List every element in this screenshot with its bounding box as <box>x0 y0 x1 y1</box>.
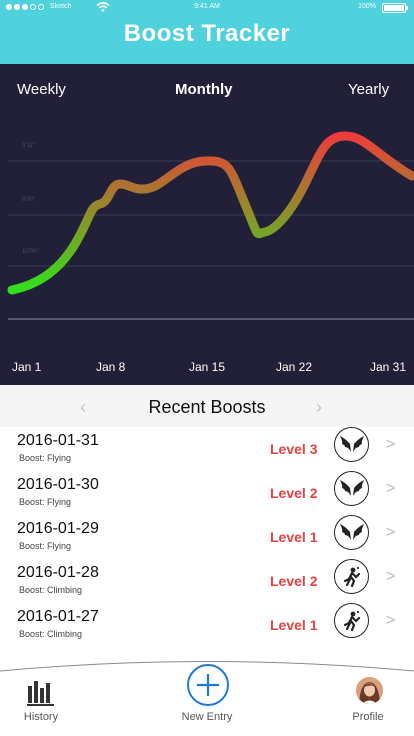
tab-bar: History New Entry Profile <box>0 660 414 736</box>
entry-date: 2016-01-30 <box>17 476 99 493</box>
list-item[interactable]: 2016-01-30 Boost: Flying Level 2 > <box>0 471 414 515</box>
entry-date: 2016-01-29 <box>17 520 99 537</box>
wings-icon <box>334 471 369 506</box>
battery-icon <box>382 3 408 13</box>
chevron-right-icon[interactable]: > <box>386 436 396 453</box>
status-bar: Sketch 9:41 AM 100% <box>0 0 414 16</box>
x-tick-label: Jan 31 <box>370 360 406 374</box>
app-title: Boost Tracker <box>123 20 291 47</box>
app-header: Sketch 9:41 AM 100% Boost Tracker <box>0 0 414 64</box>
tab-profile-label: Profile <box>352 711 384 723</box>
wifi-icon <box>96 2 110 12</box>
entry-boost-type: Boost: Flying <box>19 541 72 551</box>
entry-date: 2016-01-31 <box>17 432 99 449</box>
list-item[interactable]: 2016-01-27 Boost: Climbing Level 1 > <box>0 603 414 647</box>
entry-date: 2016-01-27 <box>17 608 99 625</box>
battery-percent: 100% <box>358 3 376 10</box>
entry-level: Level 2 <box>270 573 318 589</box>
x-tick-label: Jan 15 <box>189 360 225 374</box>
chart-plot: 5'11" 6'00" 10'00" Jan 1 Jan 8 Jan 15 Ja… <box>7 131 414 374</box>
list-item[interactable]: 2016-01-29 Boost: Flying Level 1 > <box>0 515 414 559</box>
climber-icon <box>334 559 369 594</box>
axis-text: 10'00" <box>22 249 39 255</box>
tab-history-label: History <box>23 711 59 723</box>
chevron-right-icon[interactable]: > <box>386 524 396 541</box>
recent-boosts-header: ‹ Recent Boosts › <box>0 385 414 427</box>
bar-chart-icon <box>27 681 54 706</box>
wings-icon <box>334 427 369 462</box>
list-item[interactable]: 2016-01-28 Boost: Climbing Level 2 > <box>0 559 414 603</box>
carrier-name: Sketch <box>50 3 72 10</box>
chevron-right-icon[interactable]: > <box>386 612 396 629</box>
next-arrow-icon[interactable]: › <box>316 397 322 417</box>
chart-series-line <box>7 131 414 295</box>
previous-arrow-icon[interactable]: ‹ <box>80 397 86 417</box>
avatar <box>356 677 383 704</box>
x-tick-label: Jan 8 <box>96 360 126 374</box>
climber-icon <box>334 603 369 638</box>
axis-text: 5'11" <box>22 143 35 149</box>
entry-boost-type: Boost: Climbing <box>19 585 83 595</box>
tab-yearly[interactable]: Yearly <box>348 81 390 98</box>
tab-weekly[interactable]: Weekly <box>17 81 66 98</box>
status-time: 9:41 AM <box>194 3 220 10</box>
tab-monthly[interactable]: Monthly <box>175 81 233 98</box>
entry-boost-type: Boost: Flying <box>19 497 72 507</box>
entry-level: Level 2 <box>270 485 318 501</box>
signal-strength-icon: Sketch <box>6 3 71 10</box>
list-item[interactable]: 2016-01-31 Boost: Flying Level 3 > <box>0 427 414 471</box>
x-tick-label: Jan 22 <box>276 360 312 374</box>
tab-new-entry-label: New Entry <box>181 711 233 723</box>
chevron-right-icon[interactable]: > <box>386 480 396 497</box>
entry-level: Level 3 <box>270 441 318 457</box>
entry-level: Level 1 <box>270 529 318 545</box>
entry-boost-type: Boost: Climbing <box>19 629 83 639</box>
chevron-right-icon[interactable]: > <box>386 568 396 585</box>
tab-bar-divider <box>0 661 414 672</box>
axis-text: 6'00" <box>22 197 35 203</box>
add-circle-icon <box>187 664 229 706</box>
entry-level: Level 1 <box>270 617 318 633</box>
recent-boosts-title: Recent Boosts <box>148 397 266 417</box>
wings-icon <box>334 515 369 550</box>
x-tick-label: Jan 1 <box>12 360 42 374</box>
entry-boost-type: Boost: Flying <box>19 453 72 463</box>
boost-chart: Weekly Monthly Yearly 5'11" 6'00" 10'00"… <box>0 64 414 385</box>
entry-date: 2016-01-28 <box>17 564 99 581</box>
